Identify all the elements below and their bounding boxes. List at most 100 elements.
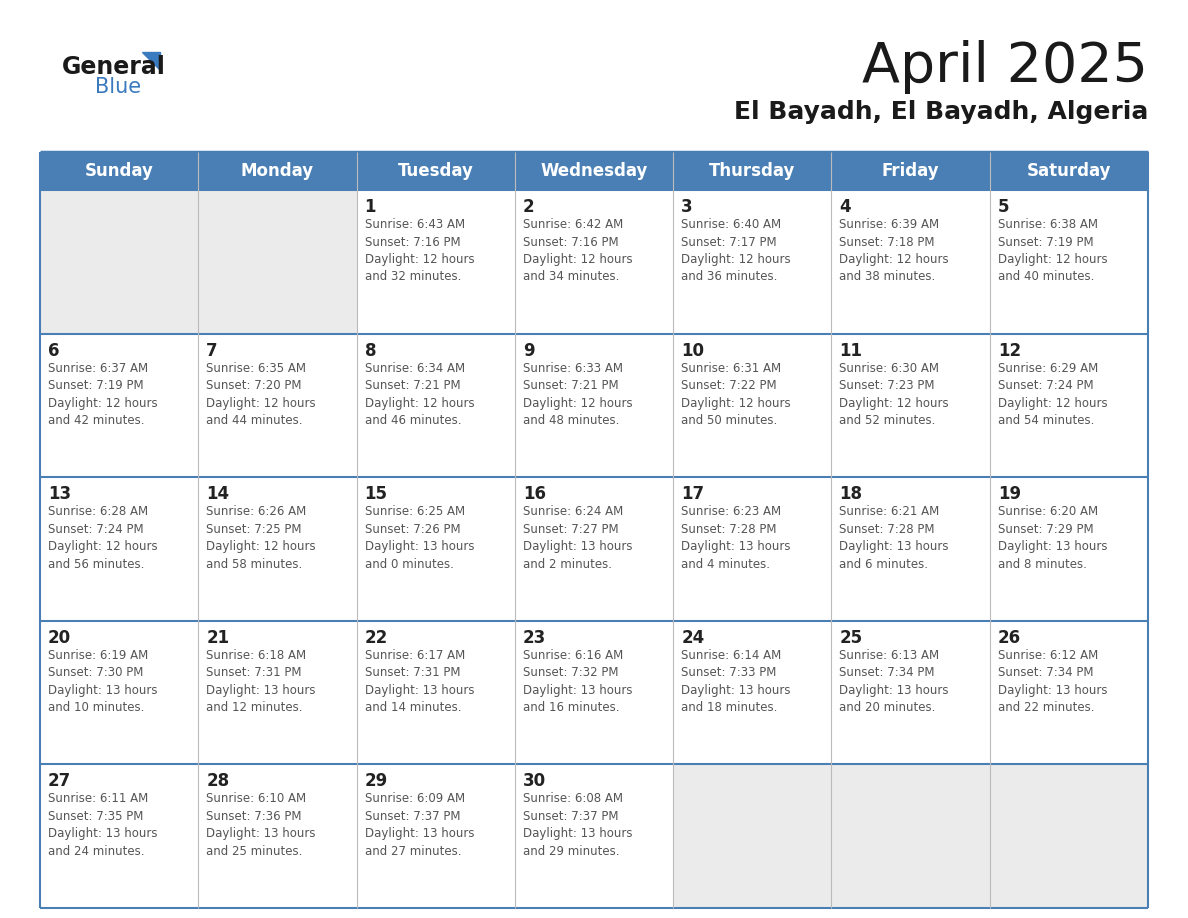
Text: 6: 6 [48,341,59,360]
Bar [832,477,990,621]
Bar [674,765,832,908]
Text: Sunrise: 6:35 AM
Sunset: 7:20 PM
Daylight: 12 hours
and 44 minutes.: Sunrise: 6:35 AM Sunset: 7:20 PM Dayligh… [207,362,316,427]
Text: 7: 7 [207,341,217,360]
Bar [198,333,356,477]
Text: 25: 25 [840,629,862,647]
Text: 17: 17 [681,486,704,503]
Text: 20: 20 [48,629,71,647]
Bar [40,477,198,621]
Bar [198,477,356,621]
Bar [40,765,198,908]
Bar [990,477,1148,621]
Text: Sunrise: 6:40 AM
Sunset: 7:17 PM
Daylight: 12 hours
and 36 minutes.: Sunrise: 6:40 AM Sunset: 7:17 PM Dayligh… [681,218,791,284]
Text: 4: 4 [840,198,851,216]
Text: Monday: Monday [241,162,314,180]
Text: 18: 18 [840,486,862,503]
Bar [832,621,990,765]
Bar [198,621,356,765]
Text: Sunrise: 6:31 AM
Sunset: 7:22 PM
Daylight: 12 hours
and 50 minutes.: Sunrise: 6:31 AM Sunset: 7:22 PM Dayligh… [681,362,791,427]
Text: Sunrise: 6:20 AM
Sunset: 7:29 PM
Daylight: 13 hours
and 8 minutes.: Sunrise: 6:20 AM Sunset: 7:29 PM Dayligh… [998,505,1107,571]
Bar [514,765,674,908]
Text: Sunrise: 6:11 AM
Sunset: 7:35 PM
Daylight: 13 hours
and 24 minutes.: Sunrise: 6:11 AM Sunset: 7:35 PM Dayligh… [48,792,158,858]
Text: 23: 23 [523,629,546,647]
Text: #1a1a1a: #1a1a1a [62,57,69,58]
Bar [674,190,832,333]
Bar [832,190,990,333]
Text: Sunrise: 6:28 AM
Sunset: 7:24 PM
Daylight: 12 hours
and 56 minutes.: Sunrise: 6:28 AM Sunset: 7:24 PM Dayligh… [48,505,158,571]
Bar [990,333,1148,477]
Text: Sunrise: 6:17 AM
Sunset: 7:31 PM
Daylight: 13 hours
and 14 minutes.: Sunrise: 6:17 AM Sunset: 7:31 PM Dayligh… [365,649,474,714]
Text: Sunrise: 6:43 AM
Sunset: 7:16 PM
Daylight: 12 hours
and 32 minutes.: Sunrise: 6:43 AM Sunset: 7:16 PM Dayligh… [365,218,474,284]
Bar [990,765,1148,908]
Text: 1: 1 [365,198,377,216]
Bar [990,190,1148,333]
Text: 12: 12 [998,341,1020,360]
Bar [674,477,832,621]
Text: 28: 28 [207,772,229,790]
Text: April 2025: April 2025 [862,40,1148,94]
Bar [40,190,198,333]
Text: 9: 9 [523,341,535,360]
Text: Sunrise: 6:19 AM
Sunset: 7:30 PM
Daylight: 13 hours
and 10 minutes.: Sunrise: 6:19 AM Sunset: 7:30 PM Dayligh… [48,649,158,714]
Text: Sunrise: 6:24 AM
Sunset: 7:27 PM
Daylight: 13 hours
and 2 minutes.: Sunrise: 6:24 AM Sunset: 7:27 PM Dayligh… [523,505,632,571]
Text: Sunrise: 6:08 AM
Sunset: 7:37 PM
Daylight: 13 hours
and 29 minutes.: Sunrise: 6:08 AM Sunset: 7:37 PM Dayligh… [523,792,632,858]
Bar [674,621,832,765]
Bar [40,621,198,765]
Text: Sunrise: 6:33 AM
Sunset: 7:21 PM
Daylight: 12 hours
and 48 minutes.: Sunrise: 6:33 AM Sunset: 7:21 PM Dayligh… [523,362,632,427]
Text: Sunrise: 6:10 AM
Sunset: 7:36 PM
Daylight: 13 hours
and 25 minutes.: Sunrise: 6:10 AM Sunset: 7:36 PM Dayligh… [207,792,316,858]
Bar [356,190,514,333]
Bar [832,765,990,908]
Bar [40,152,1148,190]
Text: El Bayadh, El Bayadh, Algeria: El Bayadh, El Bayadh, Algeria [734,100,1148,124]
Polygon shape [143,52,160,70]
Text: Sunrise: 6:39 AM
Sunset: 7:18 PM
Daylight: 12 hours
and 38 minutes.: Sunrise: 6:39 AM Sunset: 7:18 PM Dayligh… [840,218,949,284]
Text: 26: 26 [998,629,1020,647]
Text: Sunrise: 6:26 AM
Sunset: 7:25 PM
Daylight: 12 hours
and 58 minutes.: Sunrise: 6:26 AM Sunset: 7:25 PM Dayligh… [207,505,316,571]
Bar [990,621,1148,765]
Text: General: General [62,55,166,79]
Text: 19: 19 [998,486,1020,503]
Text: Sunrise: 6:23 AM
Sunset: 7:28 PM
Daylight: 13 hours
and 4 minutes.: Sunrise: 6:23 AM Sunset: 7:28 PM Dayligh… [681,505,791,571]
Text: 13: 13 [48,486,71,503]
Bar [832,333,990,477]
Text: 16: 16 [523,486,545,503]
Text: Friday: Friday [881,162,940,180]
Bar [356,477,514,621]
Text: 24: 24 [681,629,704,647]
Text: Sunrise: 6:14 AM
Sunset: 7:33 PM
Daylight: 13 hours
and 18 minutes.: Sunrise: 6:14 AM Sunset: 7:33 PM Dayligh… [681,649,791,714]
Bar [40,333,198,477]
Bar [198,190,356,333]
Text: 27: 27 [48,772,71,790]
Text: 10: 10 [681,341,704,360]
Bar [356,333,514,477]
Text: 3: 3 [681,198,693,216]
Text: Sunrise: 6:38 AM
Sunset: 7:19 PM
Daylight: 12 hours
and 40 minutes.: Sunrise: 6:38 AM Sunset: 7:19 PM Dayligh… [998,218,1107,284]
Text: Sunrise: 6:21 AM
Sunset: 7:28 PM
Daylight: 13 hours
and 6 minutes.: Sunrise: 6:21 AM Sunset: 7:28 PM Dayligh… [840,505,949,571]
Text: 2: 2 [523,198,535,216]
Text: 22: 22 [365,629,387,647]
Bar [514,190,674,333]
Text: Sunrise: 6:25 AM
Sunset: 7:26 PM
Daylight: 13 hours
and 0 minutes.: Sunrise: 6:25 AM Sunset: 7:26 PM Dayligh… [365,505,474,571]
Text: 8: 8 [365,341,377,360]
Bar [514,621,674,765]
Text: 15: 15 [365,486,387,503]
Text: Sunrise: 6:12 AM
Sunset: 7:34 PM
Daylight: 13 hours
and 22 minutes.: Sunrise: 6:12 AM Sunset: 7:34 PM Dayligh… [998,649,1107,714]
Bar [514,333,674,477]
Text: Saturday: Saturday [1026,162,1111,180]
Bar [356,765,514,908]
Text: Thursday: Thursday [709,162,796,180]
Text: 11: 11 [840,341,862,360]
Text: Sunrise: 6:30 AM
Sunset: 7:23 PM
Daylight: 12 hours
and 52 minutes.: Sunrise: 6:30 AM Sunset: 7:23 PM Dayligh… [840,362,949,427]
Text: Sunrise: 6:34 AM
Sunset: 7:21 PM
Daylight: 12 hours
and 46 minutes.: Sunrise: 6:34 AM Sunset: 7:21 PM Dayligh… [365,362,474,427]
Text: Sunrise: 6:18 AM
Sunset: 7:31 PM
Daylight: 13 hours
and 12 minutes.: Sunrise: 6:18 AM Sunset: 7:31 PM Dayligh… [207,649,316,714]
Text: Sunrise: 6:29 AM
Sunset: 7:24 PM
Daylight: 12 hours
and 54 minutes.: Sunrise: 6:29 AM Sunset: 7:24 PM Dayligh… [998,362,1107,427]
Text: 21: 21 [207,629,229,647]
Text: Sunrise: 6:16 AM
Sunset: 7:32 PM
Daylight: 13 hours
and 16 minutes.: Sunrise: 6:16 AM Sunset: 7:32 PM Dayligh… [523,649,632,714]
Text: 30: 30 [523,772,546,790]
Text: Sunrise: 6:13 AM
Sunset: 7:34 PM
Daylight: 13 hours
and 20 minutes.: Sunrise: 6:13 AM Sunset: 7:34 PM Dayligh… [840,649,949,714]
Text: Tuesday: Tuesday [398,162,474,180]
Text: 5: 5 [998,198,1010,216]
Text: Blue: Blue [95,77,141,97]
Bar [198,765,356,908]
Bar [514,477,674,621]
